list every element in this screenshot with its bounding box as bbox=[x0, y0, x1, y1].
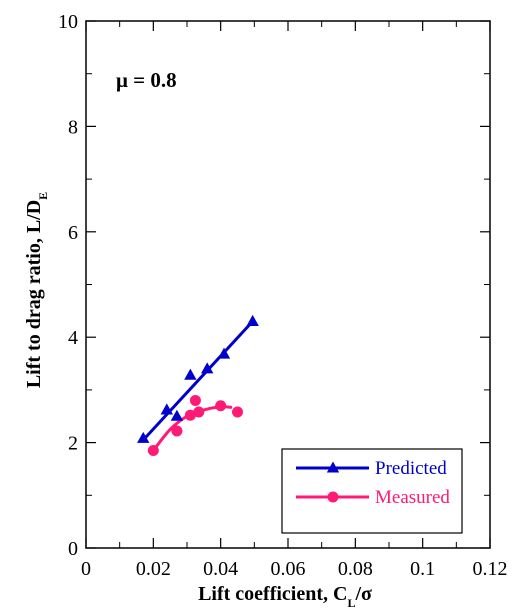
x-tick-label: 0 bbox=[81, 558, 91, 580]
legend-predicted-label: Predicted bbox=[375, 458, 447, 479]
x-axis-title-suffix: /σ bbox=[354, 583, 372, 605]
y-tick-label: 10 bbox=[58, 11, 78, 33]
fit-lines bbox=[141, 319, 255, 453]
y-axis-title-main: Lift to drag ratio, L/D bbox=[23, 200, 45, 388]
legend-measured-marker bbox=[327, 491, 339, 503]
predicted-point bbox=[217, 347, 231, 359]
x-tick-label: 0.08 bbox=[338, 558, 373, 580]
annotation-text: μ = 0.8 bbox=[116, 68, 177, 92]
y-tick-label: 0 bbox=[68, 538, 78, 560]
predicted-point bbox=[170, 409, 184, 421]
x-tick-label: 0.12 bbox=[473, 558, 508, 580]
data-marks bbox=[137, 314, 259, 457]
legend: Predicted Measured bbox=[281, 448, 463, 534]
x-axis-title-subscript: L bbox=[347, 596, 355, 610]
measured-point bbox=[215, 400, 227, 412]
x-tick-label: 0.06 bbox=[271, 558, 306, 580]
measured-point bbox=[171, 425, 183, 437]
measured-point bbox=[189, 394, 201, 406]
legend-measured-label: Measured bbox=[375, 487, 450, 508]
legend-predicted-marker bbox=[326, 461, 340, 473]
predicted-point bbox=[160, 403, 173, 415]
x-axis-title: Lift coefficient, CL/σ bbox=[198, 583, 372, 610]
legend-box bbox=[281, 448, 463, 534]
y-tick-label: 4 bbox=[68, 327, 78, 349]
measured-point bbox=[232, 406, 243, 418]
predicted-point bbox=[184, 368, 197, 380]
y-tick-label: 2 bbox=[68, 433, 78, 455]
legend-items: Predicted Measured bbox=[296, 458, 450, 508]
ticks bbox=[85, 20, 491, 549]
y-axis-title-subscript: E bbox=[36, 192, 50, 200]
predicted-point bbox=[137, 431, 150, 443]
predicted-point bbox=[201, 362, 214, 374]
measured-point bbox=[147, 445, 159, 457]
x-tick-label: 0.04 bbox=[203, 558, 238, 580]
predicted-fit-line bbox=[141, 319, 255, 442]
y-axis-title: Lift to drag ratio, L/DE bbox=[23, 192, 50, 388]
measured-point bbox=[184, 409, 196, 421]
x-axis-title-main: Lift coefficient, C bbox=[198, 583, 347, 605]
y-tick-label: 6 bbox=[68, 222, 78, 244]
y-tick-label: 8 bbox=[68, 116, 78, 138]
axis-labels: 0 0.02 0.04 0.06 0.08 0.1 0.12 0 2 4 6 8 10 bbox=[58, 11, 508, 580]
measured-point bbox=[193, 406, 205, 418]
x-tick-label: 0.1 bbox=[410, 558, 435, 580]
x-tick-label: 0.02 bbox=[136, 558, 171, 580]
predicted-point bbox=[246, 314, 259, 326]
